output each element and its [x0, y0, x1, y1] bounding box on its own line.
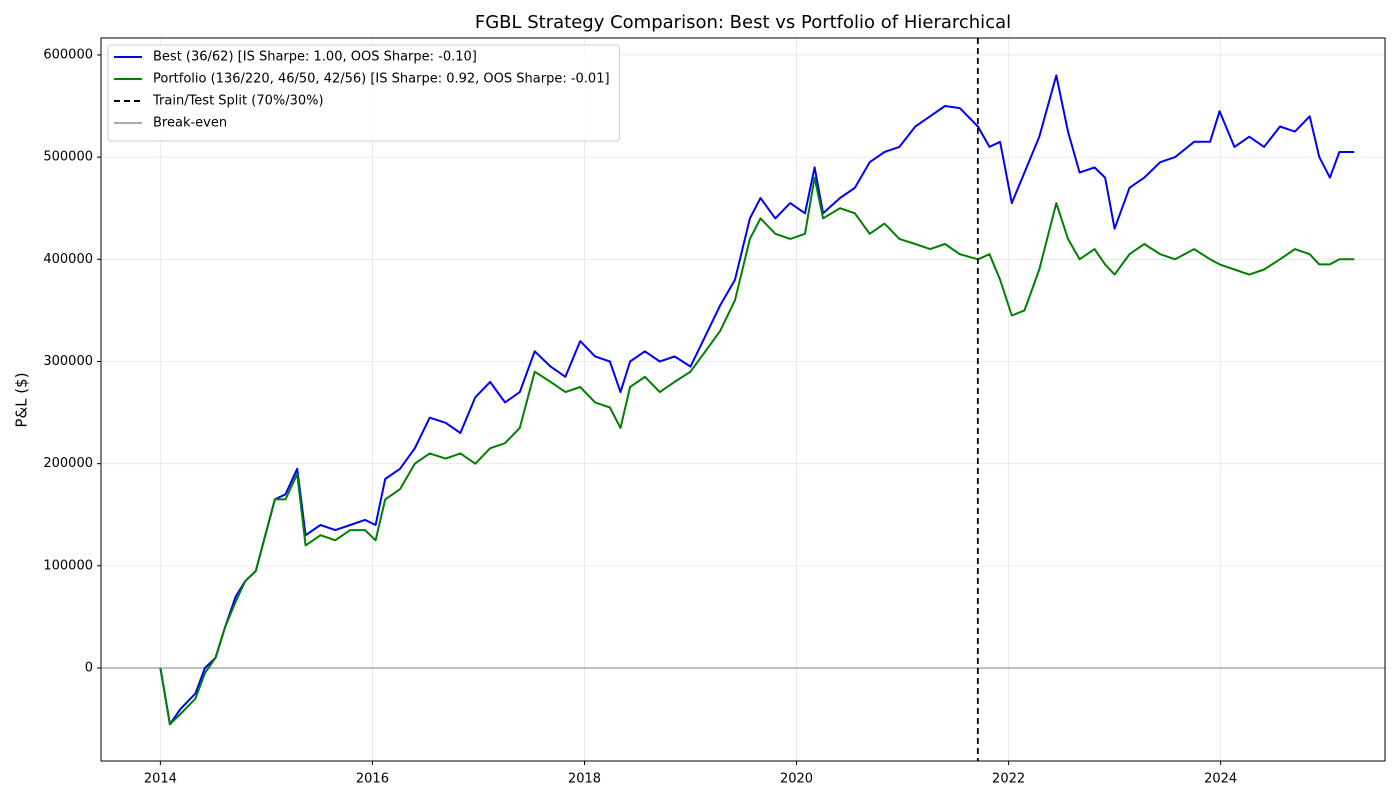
legend: Best (36/62) [IS Sharpe: 1.00, OOS Sharp… [107, 44, 621, 142]
plot-frame [100, 37, 1386, 762]
y-tick-label: 300000 [43, 354, 93, 369]
x-tick-label: 2020 [780, 772, 813, 787]
x-tick-label: 2024 [1204, 772, 1237, 787]
chart-title: FGBL Strategy Comparison: Best vs Portfo… [475, 12, 1011, 33]
series-line [159, 176, 1355, 726]
y-tick-label: 400000 [43, 252, 93, 267]
x-tick-label: 2022 [992, 772, 1025, 787]
legend-label: Train/Test Split (70%/30%) [152, 94, 324, 109]
y-tick-label: 100000 [43, 558, 93, 573]
y-tick-label: 500000 [43, 150, 93, 165]
y-tick-label: 0 [85, 661, 93, 676]
legend-box [107, 44, 621, 142]
y-tick-label: 200000 [43, 456, 93, 471]
x-tick-label: 2014 [144, 772, 177, 787]
x-tick-label: 2016 [356, 772, 389, 787]
y-axis-label: P&L ($) [13, 372, 31, 427]
x-tick-label: 2018 [568, 772, 601, 787]
legend-label: Best (36/62) [IS Sharpe: 1.00, OOS Sharp… [153, 50, 477, 65]
legend-label: Portfolio (136/220, 46/50, 42/56) [IS Sh… [153, 72, 610, 87]
legend-label: Break-even [153, 116, 227, 131]
series-line [159, 74, 1355, 726]
y-tick-label: 600000 [43, 47, 93, 62]
